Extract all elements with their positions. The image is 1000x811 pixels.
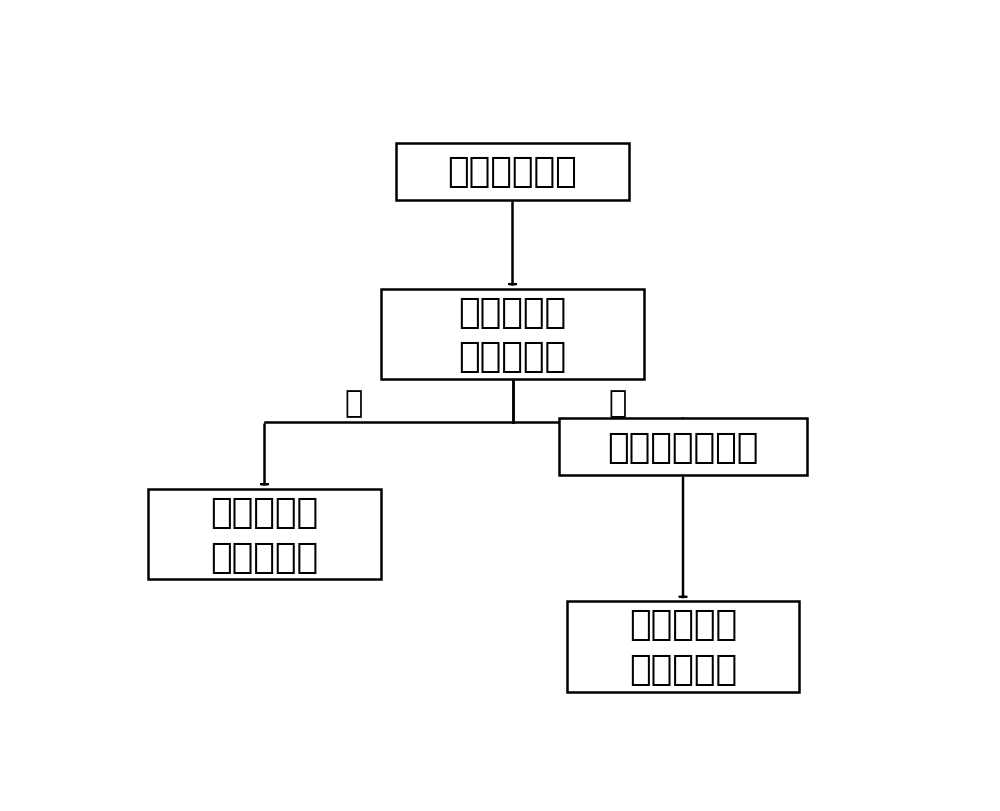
- Text: 是否适用于
该工区数据: 是否适用于 该工区数据: [458, 295, 567, 374]
- Bar: [559, 419, 807, 475]
- Text: 基础模型训练: 基础模型训练: [448, 155, 577, 189]
- Bar: [396, 144, 629, 200]
- Text: 基础模型提
取频散区域: 基础模型提 取频散区域: [210, 495, 319, 574]
- Bar: [381, 290, 644, 380]
- Text: 是: 是: [344, 388, 363, 418]
- Text: 否: 否: [608, 388, 626, 418]
- Text: 迁移模型提
取频散区域: 迁移模型提 取频散区域: [629, 607, 737, 686]
- Bar: [567, 602, 799, 692]
- Text: 迁移学习再训练: 迁移学习再训练: [607, 430, 759, 464]
- Bar: [148, 489, 381, 580]
